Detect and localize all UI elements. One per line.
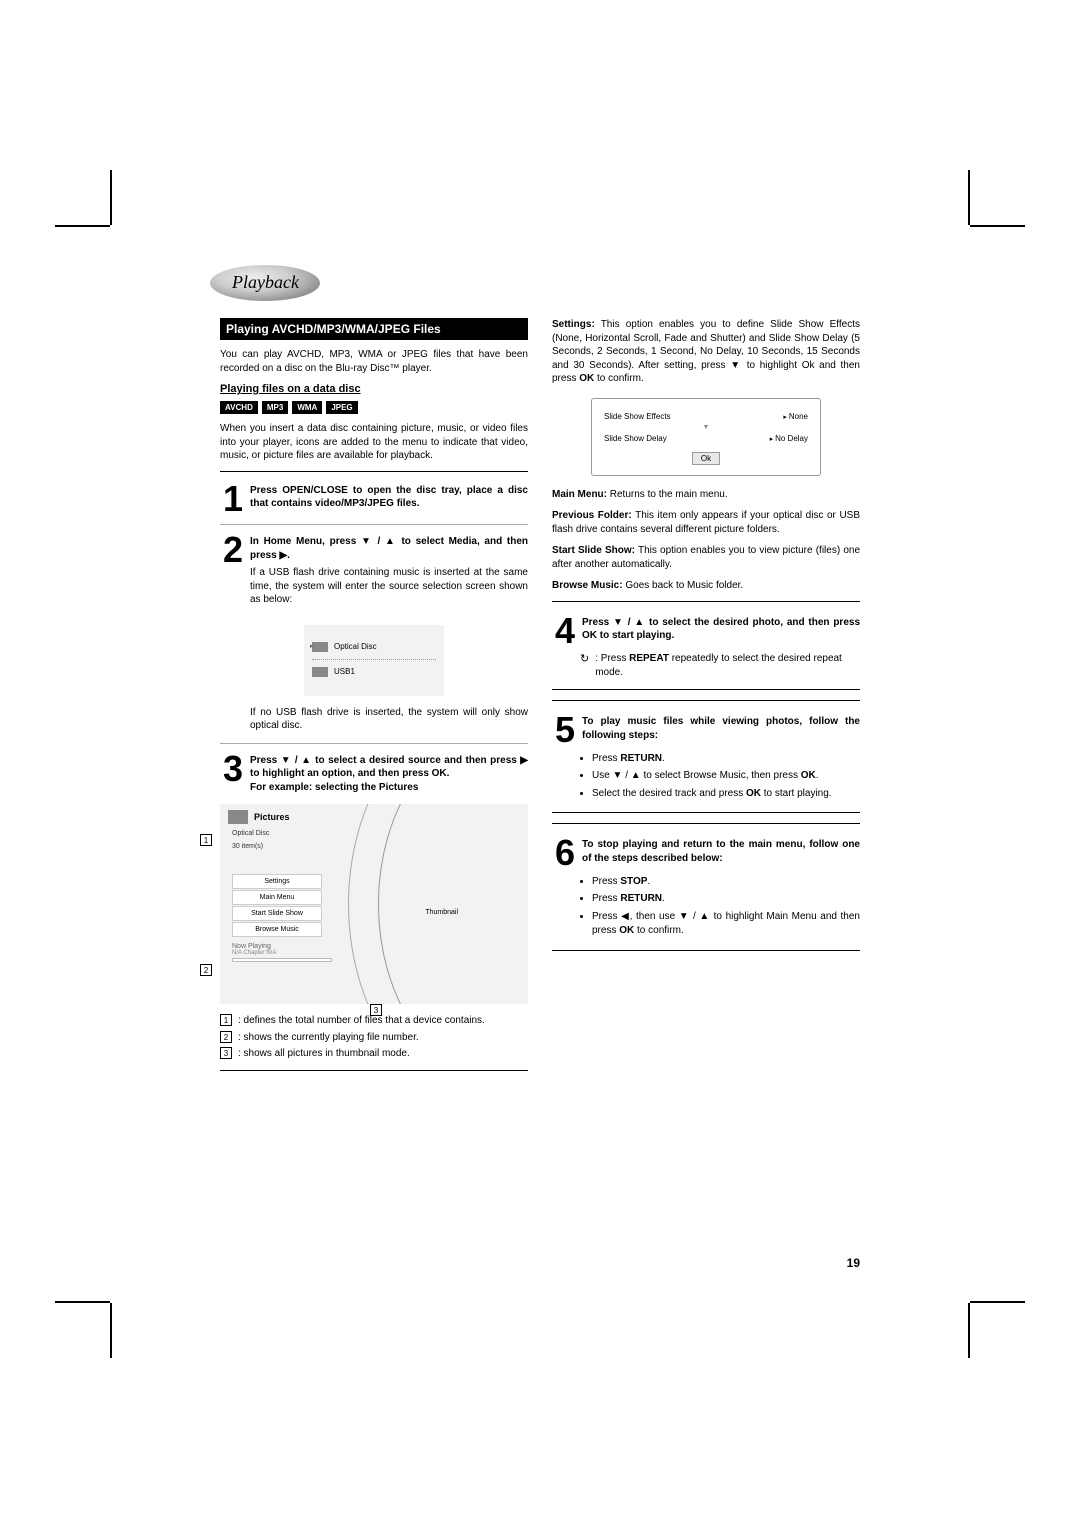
pictures-count: 30 item(s) — [232, 843, 263, 850]
progress-bar — [232, 958, 332, 962]
step-2-para2: If no USB flash drive is inserted, the s… — [250, 706, 528, 733]
step-6: 6 To stop playing and return to the main… — [552, 838, 860, 869]
step-4-text: Press ▼ / ▲ to select the desired photo,… — [582, 617, 860, 642]
legend-3: : shows all pictures in thumbnail mode. — [238, 1047, 410, 1061]
left-column: Playing AVCHD/MP3/WMA/JPEG Files You can… — [220, 318, 528, 1077]
right-column: Settings: This option enables you to def… — [552, 318, 860, 1077]
step-6-b3: Press ◀, then use ▼ / ▲ to highlight Mai… — [592, 910, 860, 939]
step-number: 6 — [552, 838, 578, 869]
step-3-text: Press ▼ / ▲ to select a desired source a… — [250, 755, 528, 780]
source-optical-label: Optical Disc — [334, 642, 377, 651]
step-5-b3: Select the desired track and press OK to… — [592, 787, 860, 802]
legend-num-3: 3 — [220, 1047, 232, 1059]
settings-diagram: Slide Show EffectsNone ▼ Slide Show Dela… — [591, 398, 821, 476]
subheading: Playing files on a data disc — [220, 383, 528, 395]
pictures-title: Pictures — [254, 812, 290, 822]
settings-effects-value: None — [783, 412, 808, 421]
step-3-subtext: For example: selecting the Pictures — [250, 782, 418, 793]
settings-ok-button: Ok — [692, 452, 720, 465]
step-5-b2: Use ▼ / ▲ to select Browse Music, then p… — [592, 769, 860, 784]
callout-2: 2 — [200, 964, 212, 976]
menu-slideshow: Start Slide Show — [232, 906, 322, 921]
tag-jpeg: JPEG — [326, 401, 357, 414]
legend-num-1: 1 — [220, 1014, 232, 1026]
crop-mark — [55, 1301, 110, 1303]
settings-delay-value: No Delay — [770, 434, 808, 443]
crop-mark — [968, 170, 970, 225]
page-content: Playback Playing AVCHD/MP3/WMA/JPEG File… — [220, 280, 860, 1240]
tag-wma: WMA — [292, 401, 322, 414]
format-tags: AVCHD MP3 WMA JPEG — [220, 401, 528, 414]
heading-bar: Playing AVCHD/MP3/WMA/JPEG Files — [220, 318, 528, 340]
source-selection-diagram: ▸Optical Disc USB1 — [304, 625, 444, 696]
step-6-text: To stop playing and return to the main m… — [582, 839, 860, 864]
step-6-b1: Press STOP. — [592, 875, 860, 890]
settings-intro: This option enables you to define Slide … — [552, 319, 860, 384]
menu-main: Main Menu — [232, 890, 322, 905]
menu-browse-music: Browse Music — [232, 922, 322, 937]
step-number: 2 — [220, 535, 246, 566]
step-number: 4 — [552, 616, 578, 647]
crop-mark — [968, 1303, 970, 1358]
step-5-b1: Press RETURN. — [592, 752, 860, 767]
crop-mark — [970, 225, 1025, 227]
legend-num-2: 2 — [220, 1031, 232, 1043]
step-2-text: In Home Menu, press ▼ / ▲ to select Medi… — [250, 536, 528, 561]
step-4: 4 Press ▼ / ▲ to select the desired phot… — [552, 616, 860, 647]
tag-avchd: AVCHD — [220, 401, 258, 414]
settings-delay-label: Slide Show Delay — [604, 434, 667, 443]
step-number: 5 — [552, 715, 578, 746]
pictures-source: Optical Disc — [232, 830, 269, 837]
repeat-icon: ↻ — [580, 652, 589, 679]
step-number: 3 — [220, 754, 246, 785]
crop-mark — [55, 225, 110, 227]
crop-mark — [110, 1303, 112, 1358]
step-number: 1 — [220, 484, 246, 515]
section-title: Playback — [232, 272, 299, 293]
thumbnail-label: Thumbnail — [425, 909, 458, 916]
data-disc-text: When you insert a data disc containing p… — [220, 422, 528, 463]
step-1: 1 Press OPEN/CLOSE to open the disc tray… — [220, 484, 528, 515]
step-3: 3 Press ▼ / ▲ to select a desired source… — [220, 754, 528, 795]
repeat-note: ↻ : Press REPEAT repeatedly to select th… — [580, 652, 860, 679]
pictures-diagram: Pictures Optical Disc 30 item(s) Setting… — [220, 804, 528, 1004]
intro-text: You can play AVCHD, MP3, WMA or JPEG fil… — [220, 348, 528, 375]
step-5: 5 To play music files while viewing phot… — [552, 715, 860, 746]
step-2: 2 In Home Menu, press ▼ / ▲ to select Me… — [220, 535, 528, 615]
step-1-text: Press OPEN/CLOSE to open the disc tray, … — [250, 485, 528, 510]
crop-mark — [110, 170, 112, 225]
tag-mp3: MP3 — [262, 401, 288, 414]
legend-2: : shows the currently playing file numbe… — [238, 1031, 419, 1045]
page-number: 19 — [847, 1256, 860, 1270]
callout-1: 1 — [200, 834, 212, 846]
step-6-b2: Press RETURN. — [592, 892, 860, 907]
callout-3: 3 — [370, 1004, 382, 1016]
menu-settings: Settings — [232, 874, 322, 889]
source-usb-label: USB1 — [334, 667, 355, 676]
settings-effects-label: Slide Show Effects — [604, 412, 671, 421]
legend-1: : defines the total number of files that… — [238, 1014, 485, 1028]
step-5-text: To play music files while viewing photos… — [582, 716, 860, 741]
step-2-para: If a USB flash drive containing music is… — [250, 566, 528, 607]
crop-mark — [970, 1301, 1025, 1303]
